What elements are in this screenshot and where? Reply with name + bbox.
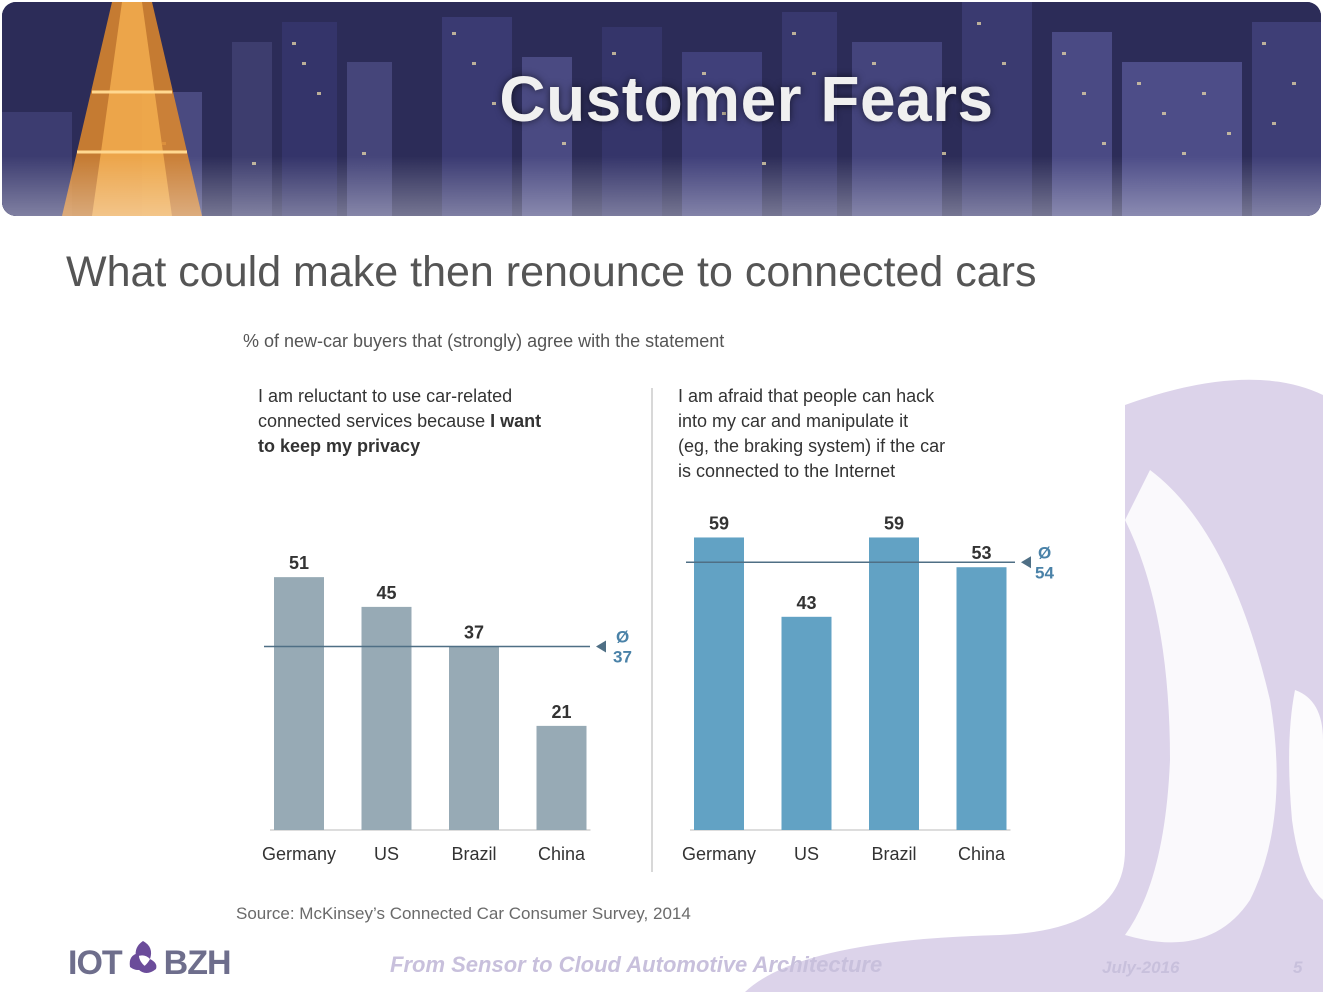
- chart1-title-line: to keep my privacy: [258, 436, 420, 456]
- average-symbol: Ø: [1038, 543, 1051, 562]
- average-marker: [596, 640, 606, 653]
- slide-title: Customer Fears: [499, 63, 994, 135]
- category-label: US: [374, 844, 399, 864]
- footer-title: From Sensor to Cloud Automotive Architec…: [390, 952, 883, 977]
- chart1-title-line: I am reluctant to use car-related: [258, 386, 512, 406]
- tower-silhouette: [62, 2, 202, 216]
- bar-value-label: 43: [796, 593, 816, 613]
- category-label: US: [794, 844, 819, 864]
- slide-subtitle: What could make then renounce to connect…: [66, 248, 1037, 296]
- triskelion-icon: [124, 937, 162, 990]
- chart-header: % of new-car buyers that (strongly) agre…: [243, 331, 724, 351]
- average-value-label: 54: [1035, 563, 1054, 582]
- category-label: Brazil: [451, 844, 496, 864]
- bar: [781, 616, 832, 830]
- bar-value-label: 45: [376, 583, 396, 603]
- chart2-title-line: into my car and manipulate it: [678, 411, 908, 431]
- chart2-title-line: I am afraid that people can hack: [678, 386, 935, 406]
- bar: [449, 646, 499, 830]
- city-skyline-image: [2, 2, 1321, 216]
- bar: [956, 567, 1007, 830]
- chart2-title-line: (eg, the braking system) if the car: [678, 436, 945, 456]
- bar: [869, 537, 919, 830]
- bar-value-label: 51: [289, 553, 309, 573]
- source-note: Source: McKinsey’s Connected Car Consume…: [236, 904, 691, 923]
- bar: [536, 725, 587, 830]
- logo-text-left: IOT: [68, 943, 123, 982]
- average-symbol: Ø: [616, 628, 629, 647]
- bar-value-label: 21: [551, 702, 571, 722]
- page-number: 5: [1293, 958, 1303, 977]
- bar-value-label: 37: [464, 623, 484, 643]
- category-label: Germany: [262, 844, 336, 864]
- category-label: Brazil: [871, 844, 916, 864]
- bar-value-label: 59: [709, 513, 729, 533]
- header-banner: [2, 2, 1321, 216]
- bar-value-label: 59: [884, 513, 904, 533]
- average-value-label: 37: [613, 648, 632, 667]
- bar: [694, 537, 744, 830]
- logo-text-right: BZH: [163, 943, 232, 982]
- bar: [274, 577, 324, 830]
- average-marker: [1021, 556, 1031, 569]
- category-label: China: [958, 844, 1006, 864]
- footer-date: July-2016: [1102, 958, 1180, 977]
- chart2-title-line: is connected to the Internet: [678, 461, 895, 481]
- bar: [361, 606, 412, 830]
- category-label: China: [538, 844, 586, 864]
- bar-value-label: 53: [971, 543, 991, 563]
- iot-bzh-logo: IOT BZH: [68, 940, 232, 986]
- category-label: Germany: [682, 844, 756, 864]
- chart1-title-line: connected services because I want: [258, 411, 541, 431]
